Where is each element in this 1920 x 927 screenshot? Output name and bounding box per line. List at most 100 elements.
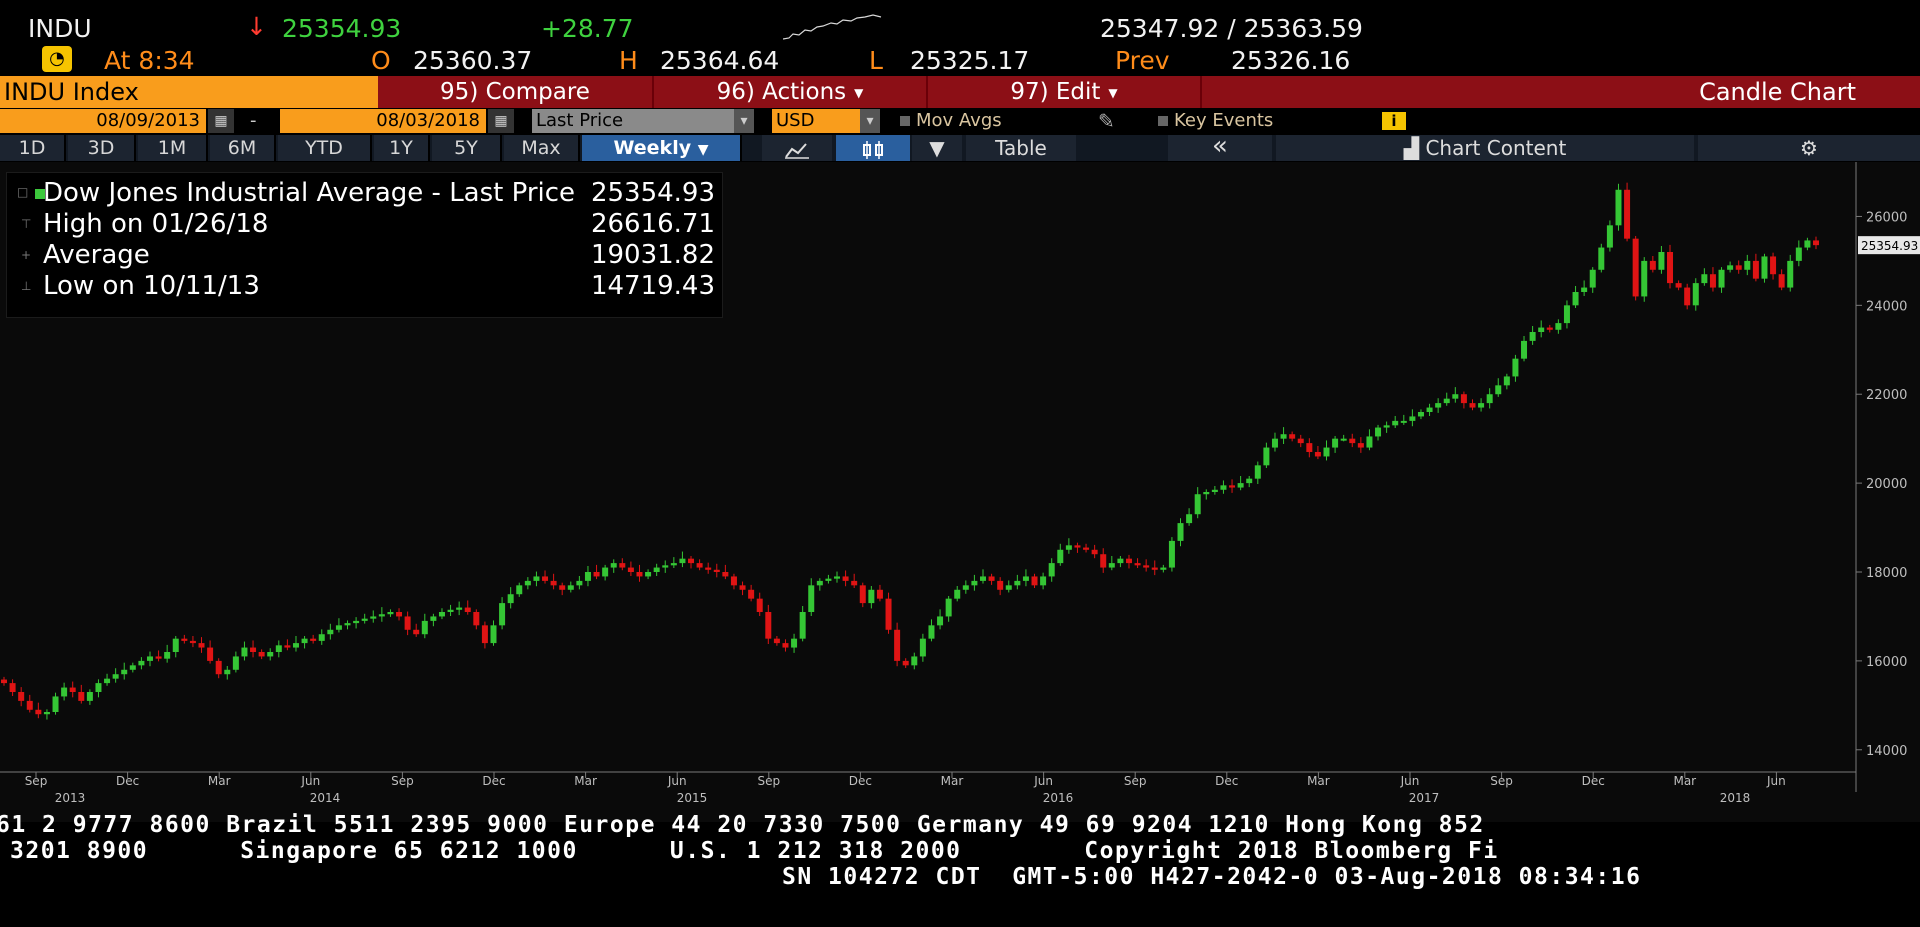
candle-icon[interactable] [836, 135, 910, 161]
gear-icon[interactable]: ⚙ [1698, 135, 1920, 161]
frequency-select[interactable]: Weekly ▼ [582, 135, 742, 161]
x-tick-label: Sep [757, 774, 780, 788]
legend-row-low[interactable]: Low on 10/11/13 14719.43 [43, 271, 715, 302]
candle-body [1289, 434, 1296, 439]
x-tick-label: Sep [391, 774, 414, 788]
candle-body [730, 576, 737, 586]
prev-label: Prev [1115, 46, 1170, 75]
period-tab-ytd[interactable]: YTD [278, 135, 372, 161]
candle-body [550, 580, 557, 586]
currency-select[interactable]: USD [772, 109, 860, 133]
candle-body [1, 679, 7, 684]
candle-body [1538, 327, 1545, 332]
candle-body [490, 625, 497, 644]
chevron-down-icon[interactable]: ▾ [860, 109, 880, 133]
candle-body [1332, 438, 1339, 448]
legend-row-average[interactable]: Average 19031.82 [43, 240, 715, 271]
candle-body [859, 585, 866, 604]
candle-body [1529, 332, 1536, 341]
candle-body [396, 612, 403, 617]
period-tab-1y[interactable]: 1Y [374, 135, 430, 161]
candle-body [1752, 260, 1759, 279]
candle-body [78, 692, 85, 701]
candle-body [791, 638, 798, 648]
field-select[interactable]: Last Price [532, 109, 734, 133]
pencil-icon[interactable]: ✎ [1098, 109, 1115, 133]
period-tab-max[interactable]: Max [504, 135, 580, 161]
candle-body [1735, 265, 1742, 270]
end-date-input[interactable]: 08/03/2018 [280, 109, 486, 133]
y-tick-label: 24000 [1866, 299, 1907, 314]
candle-body [1340, 438, 1347, 441]
candle-body [1314, 452, 1321, 457]
candle-body [172, 638, 179, 652]
collapse-icon[interactable]: « [1168, 133, 1272, 161]
info-icon[interactable]: i [1382, 112, 1406, 130]
candle-body [1143, 565, 1150, 568]
candle-body [1246, 478, 1253, 484]
legend-row-series[interactable]: Dow Jones Industrial Average - Last Pric… [43, 178, 715, 209]
candle-body [361, 618, 368, 621]
x-tick-label: Jun [1400, 774, 1420, 788]
candle-body [1014, 580, 1021, 586]
actions-menu[interactable]: 96) Actions ▼ [654, 76, 928, 108]
candle-body [876, 589, 883, 599]
legend-row-high[interactable]: High on 01/26/18 26616.71 [43, 209, 715, 240]
candle-body [464, 607, 471, 612]
legend-low-label: Low on 10/11/13 [43, 271, 260, 301]
candle-body [335, 625, 342, 630]
candle-body [215, 660, 222, 675]
calendar-icon[interactable]: ▦ [208, 109, 234, 133]
chevron-down-icon[interactable]: ▼ [912, 135, 962, 161]
key-events-toggle[interactable]: Key Events [1158, 109, 1273, 133]
period-tab-6m[interactable]: 6M [210, 135, 276, 161]
candle-body [894, 629, 901, 661]
candle-body [1572, 292, 1579, 306]
period-tab-3d[interactable]: 3D [68, 135, 136, 161]
down-arrow-icon: ↓ [246, 12, 267, 41]
tree-branch-icon: ⊤ [21, 217, 32, 231]
candle-body [679, 558, 686, 564]
y-tick-label: 20000 [1866, 477, 1907, 492]
security-field[interactable]: INDU Index [0, 76, 378, 108]
candle-body [825, 578, 832, 581]
legend-high-value: 26616.71 [590, 209, 715, 239]
period-tab-5y[interactable]: 5Y [432, 135, 502, 161]
mov-avgs-toggle[interactable]: Mov Avgs [900, 109, 1002, 133]
candle-body [1237, 483, 1244, 488]
candle-body [584, 572, 591, 581]
candle-body [1495, 385, 1502, 395]
candle-body [52, 696, 59, 712]
candle-body [1589, 269, 1596, 288]
start-date-input[interactable]: 08/09/2013 [0, 109, 206, 133]
year-label: 2016 [1043, 791, 1074, 805]
line-chart-icon[interactable] [762, 135, 832, 161]
candle-body [1581, 287, 1588, 292]
candle-body [241, 647, 248, 657]
candle-chart[interactable]: 14000 16000 18000 20000 22000 24000 26000 25354… [0, 162, 1920, 822]
candle-body [516, 585, 523, 595]
period-tab-1m[interactable]: 1M [138, 135, 208, 161]
chart-content-button[interactable]: ▟ Chart Content [1276, 135, 1694, 161]
actions-label: 96) Actions [716, 79, 847, 105]
date-separator: - [250, 110, 257, 131]
legend-high-label: High on 01/26/18 [43, 209, 269, 239]
candle-body [1778, 274, 1785, 288]
compare-button[interactable]: 95) Compare [378, 76, 654, 108]
candle-body [1392, 420, 1399, 426]
clock-icon[interactable]: ◔ [42, 46, 72, 72]
candle-body [1503, 376, 1510, 386]
table-button[interactable]: Table [966, 135, 1076, 161]
tree-branch-icon: □ [17, 185, 29, 199]
key-events-label: Key Events [1174, 110, 1274, 131]
year-label: 2015 [677, 791, 708, 805]
candle-body [35, 709, 42, 715]
candle-body [834, 576, 841, 579]
calendar-icon[interactable]: ▦ [488, 109, 514, 133]
candle-body [1675, 283, 1682, 288]
edit-menu[interactable]: 97) Edit ▼ [928, 76, 1202, 108]
ticker-symbol[interactable]: INDU [28, 14, 92, 43]
candle-body [507, 594, 514, 604]
period-tab-1d[interactable]: 1D [0, 135, 66, 161]
chevron-down-icon[interactable]: ▾ [734, 109, 754, 133]
